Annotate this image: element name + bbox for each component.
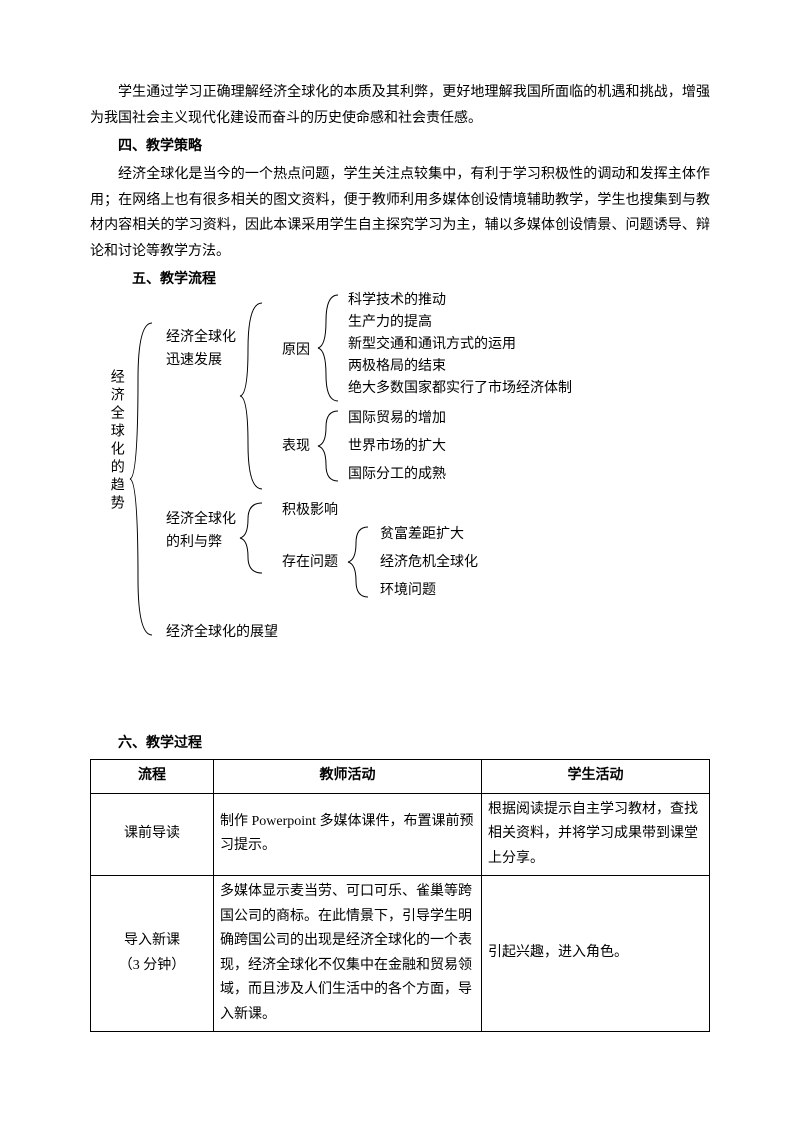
brace-a1 xyxy=(318,291,346,405)
concept-diagram: 经济全球化的趋势 经济全球化迅速发展 经济全球化的利与弊 经济全球化的展望 原因… xyxy=(90,299,710,669)
brace-a2 xyxy=(318,407,346,485)
page: 学生通过学习正确理解经济全球化的本质及其利弊，更好地理解我国所面临的机遇和挑战，… xyxy=(0,0,800,1092)
cell-r2-c2: 引起兴趣，进入角色。 xyxy=(482,876,710,1032)
brace-b xyxy=(240,499,270,577)
th-flow: 流程 xyxy=(91,760,214,794)
th-student: 学生活动 xyxy=(482,760,710,794)
leaf-b2-1: 经济危机全球化 xyxy=(380,551,478,575)
node-a1: 原因 xyxy=(282,339,310,363)
cell-r2-c0: 导入新课 （3 分钟） xyxy=(91,876,214,1032)
th-teacher: 教师活动 xyxy=(214,760,482,794)
leaf-a1-4: 绝大多数国家都实行了市场经济体制 xyxy=(348,377,572,401)
leaf-b2-0: 贫富差距扩大 xyxy=(380,523,464,547)
node-b1: 积极影响 xyxy=(282,499,338,523)
heading-4: 四、教学策略 xyxy=(90,134,710,160)
paragraph-2: 经济全球化是当今的一个热点问题，学生关注点较集中，有利于学习积极性的调动和发挥主… xyxy=(90,162,710,266)
brace-b2 xyxy=(348,523,376,601)
leaf-a2-1: 世界市场的扩大 xyxy=(348,435,446,459)
heading-6: 六、教学过程 xyxy=(90,731,710,757)
cell-r1-c0: 课前导读 xyxy=(91,793,214,876)
leaf-a1-2: 新型交通和通讯方式的运用 xyxy=(348,333,516,357)
brace-root xyxy=(130,319,160,639)
cell-r2-c1: 多媒体显示麦当劳、可口可乐、雀巢等跨国公司的商标。在此情景下，引导学生明确跨国公… xyxy=(214,876,482,1032)
node-a2: 表现 xyxy=(282,435,310,459)
node-b: 经济全球化的利与弊 xyxy=(166,509,236,554)
diagram-root: 经济全球化的趋势 xyxy=(104,369,128,513)
brace-a xyxy=(240,299,270,494)
leaf-a1-3: 两极格局的结束 xyxy=(348,355,446,379)
paragraph-1: 学生通过学习正确理解经济全球化的本质及其利弊，更好地理解我国所面临的机遇和挑战，… xyxy=(90,80,710,132)
leaf-a1-0: 科学技术的推动 xyxy=(348,289,446,313)
table-row: 课前导读 制作 Powerpoint 多媒体课件，布置课前预习提示。 根据阅读提… xyxy=(91,793,710,876)
cell-r1-c1: 制作 Powerpoint 多媒体课件，布置课前预习提示。 xyxy=(214,793,482,876)
node-c: 经济全球化的展望 xyxy=(166,621,278,645)
table-row: 导入新课 （3 分钟） 多媒体显示麦当劳、可口可乐、雀巢等跨国公司的商标。在此情… xyxy=(91,876,710,1032)
teaching-process-table: 流程 教师活动 学生活动 课前导读 制作 Powerpoint 多媒体课件，布置… xyxy=(90,759,710,1032)
table-header-row: 流程 教师活动 学生活动 xyxy=(91,760,710,794)
leaf-b2-2: 环境问题 xyxy=(380,579,436,603)
node-a: 经济全球化迅速发展 xyxy=(166,327,236,372)
leaf-a2-0: 国际贸易的增加 xyxy=(348,407,446,431)
node-b2: 存在问题 xyxy=(282,551,338,575)
leaf-a1-1: 生产力的提高 xyxy=(348,311,432,335)
leaf-a2-2: 国际分工的成熟 xyxy=(348,463,446,487)
cell-r1-c2: 根据阅读提示自主学习教材，查找相关资料，并将学习成果带到课堂上分享。 xyxy=(482,793,710,876)
